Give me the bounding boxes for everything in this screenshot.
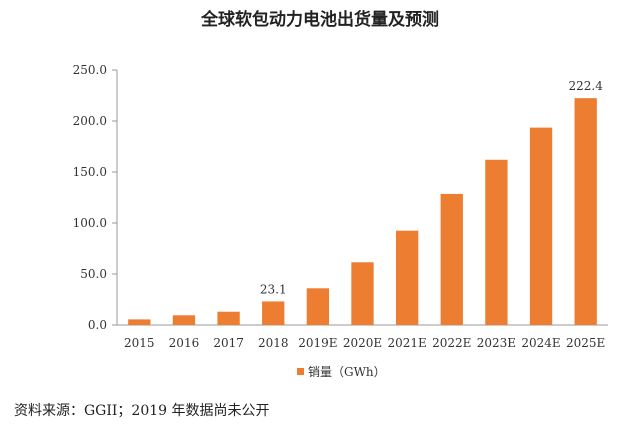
- x-axis: 2015 2016 2017 2018 2019E 2020E 2021E 2022E 2023…: [117, 324, 608, 350]
- x-tick-label: 2021E: [387, 336, 426, 350]
- bar-2018: [262, 301, 285, 325]
- x-tick-label: 2024E: [521, 336, 560, 350]
- bar-2015: [128, 319, 151, 325]
- y-tick-label: 100.0: [73, 216, 107, 230]
- y-axis: 0.0 50.0 100.0 150.0 200.0 250.0: [73, 63, 118, 332]
- x-tick-label: 2020E: [343, 336, 382, 350]
- bar-2025E: [574, 98, 597, 325]
- data-labels: 23.1 222.4: [260, 79, 603, 296]
- y-tick-label: 200.0: [73, 114, 107, 128]
- x-tick-label: 2023E: [477, 336, 516, 350]
- bar-2024E: [529, 127, 553, 325]
- bar-2022E: [440, 193, 463, 325]
- y-tick-label: 250.0: [73, 63, 107, 77]
- legend-swatch: [297, 368, 304, 375]
- bar-2023E: [485, 159, 508, 325]
- bar-2016: [172, 315, 196, 325]
- x-tick-label: 2018: [258, 336, 289, 350]
- x-tick-label: 2019E: [298, 336, 337, 350]
- bar-2017: [217, 311, 240, 325]
- source-note: 资料来源：GGII；2019 年数据尚未公开: [14, 403, 270, 419]
- x-tick-label: 2016: [169, 336, 200, 350]
- x-tick-label: 2022E: [432, 336, 471, 350]
- y-tick-label: 50.0: [80, 267, 107, 281]
- bar-2019E: [306, 288, 330, 325]
- x-tick-label: 2017: [213, 336, 244, 350]
- data-label: 23.1: [260, 282, 287, 296]
- y-tick-label: 0.0: [88, 318, 107, 332]
- legend-label: 销量（GWh）: [308, 365, 386, 379]
- chart-title: 全球软包动力电池出货量及预测: [200, 9, 439, 30]
- legend: 销量（GWh）: [297, 365, 386, 379]
- data-label: 222.4: [569, 79, 604, 93]
- x-tick-label: 2015: [124, 336, 155, 350]
- bar-series: [128, 98, 597, 325]
- bar-chart: 全球软包动力电池出货量及预测 0.0 50.0 100.0 150.0 200.0 250…: [73, 9, 608, 379]
- bar-2021E: [395, 230, 419, 325]
- x-tick-label: 2025E: [566, 336, 605, 350]
- y-tick-label: 150.0: [73, 165, 107, 179]
- bar-2020E: [351, 262, 374, 325]
